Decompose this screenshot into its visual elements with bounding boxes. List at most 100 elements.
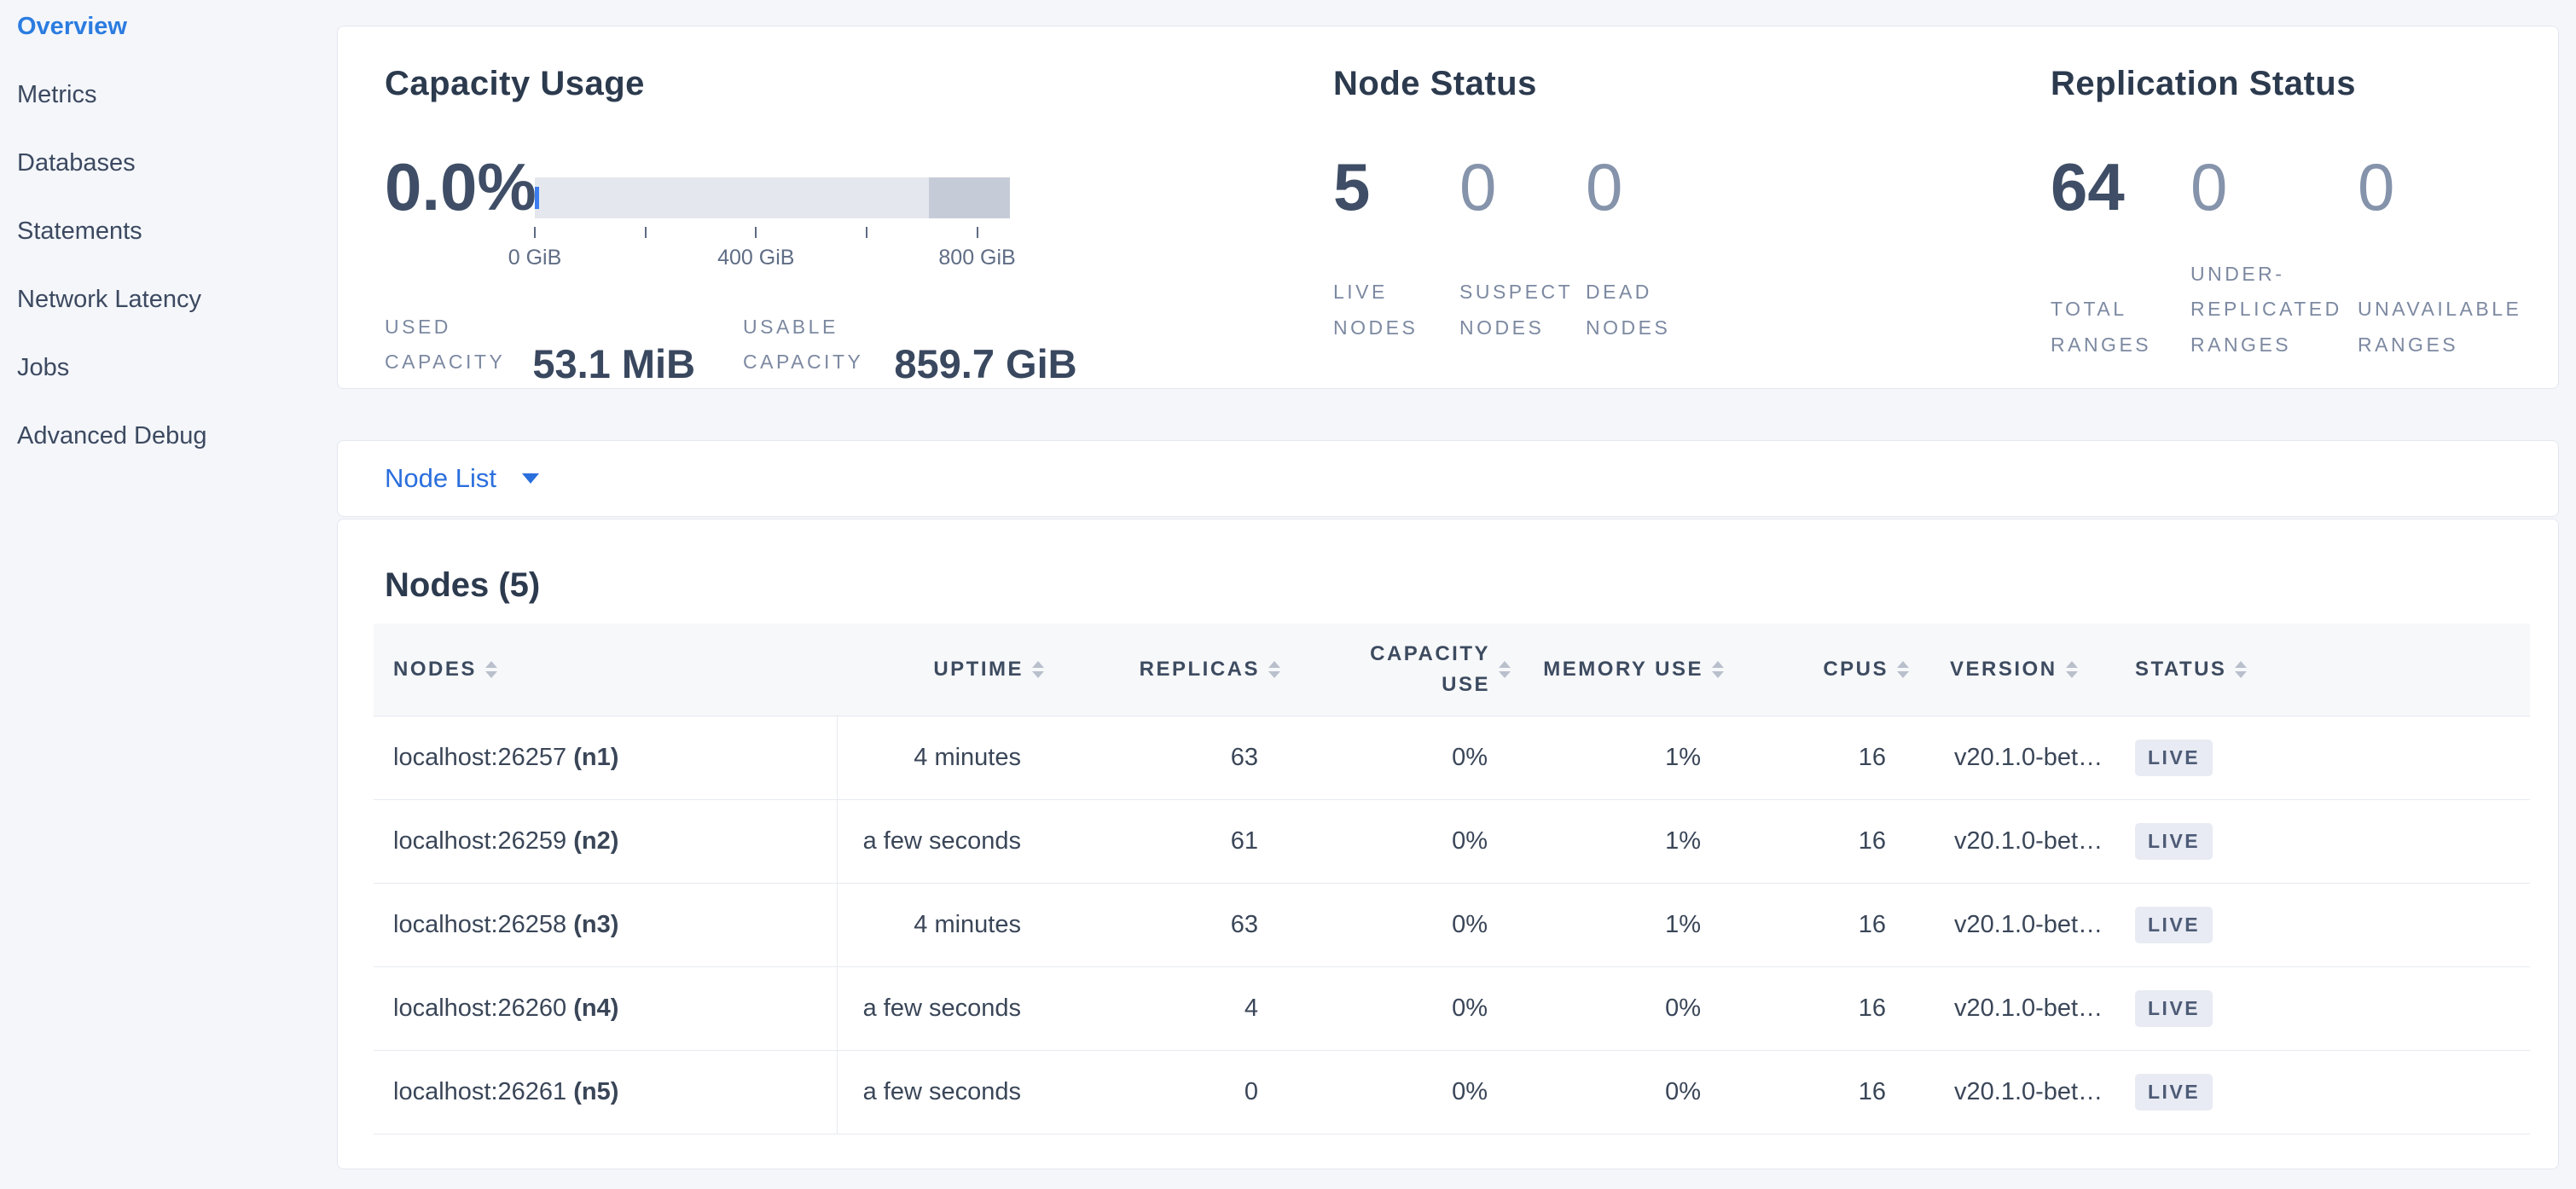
total-ranges-label: TOTAL RANGES [2051,292,2190,362]
replication-status-numbers: 64 0 0 [2051,154,2394,220]
sidebar-nav-list: Overview Metrics Databases Statements Ne… [0,0,337,470]
cpus-cell: 16 [1767,1050,1929,1134]
replicas-cell: 63 [1046,883,1280,967]
column-header-cpus[interactable]: CPUS [1767,624,1929,716]
used-capacity-label-line2: CAPACITY [385,351,506,374]
suspect-nodes-label-line2: NODES [1459,316,1545,339]
live-nodes-label: LIVE NODES [1333,275,1459,345]
sidebar-item-databases[interactable]: Databases [17,148,136,177]
uptime-cell: a few seconds [837,799,1046,884]
under-replicated-ranges-label: UNDER- REPLICATED RANGES [2190,257,2358,362]
sort-icon [1268,660,1280,678]
live-nodes-count: 5 [1333,149,1371,224]
column-header-capacity-use[interactable]: CAPACITY USE [1280,624,1511,716]
version-cell: v20.1.0-bet… [1929,799,2116,884]
node-address-link[interactable]: localhost:26259 (n2) [393,826,619,855]
version-cell: v20.1.0-bet… [1929,1050,2116,1134]
memory-use-cell: 0% [1511,1050,1767,1134]
nodes-table-card: Nodes (5) NODES UPTIME REPLICA [337,519,2559,1169]
capacity-usage-title: Capacity Usage [385,65,645,102]
node-address-link[interactable]: localhost:26260 (n4) [393,994,619,1022]
sidebar-item-overview[interactable]: Overview [17,12,127,40]
node-status-numbers: 5 0 0 [1333,154,1622,220]
column-header-memory-use[interactable]: MEMORY USE [1511,624,1767,716]
node-row-n2: localhost:26259 (n2) a few seconds 61 0%… [374,799,2530,884]
sidebar-item-metrics[interactable]: Metrics [17,80,97,108]
column-header-status[interactable]: STATUS [2116,624,2530,716]
cluster-summary-card: Capacity Usage 0.0% 0 GiB 400 GiB 800 GiB … [337,26,2559,389]
column-header-capacity-use-label: CAPACITY USE [1370,641,1490,696]
node-address-link[interactable]: localhost:26261 (n5) [393,1077,619,1105]
dead-nodes-label-line1: DEAD [1586,281,1652,304]
node-row-n1: localhost:26257 (n1) 4 minutes 63 0% 1% … [374,716,2530,800]
column-header-version[interactable]: VERSION [1929,624,2116,716]
column-header-replicas[interactable]: REPLICAS [1046,624,1280,716]
column-header-uptime[interactable]: UPTIME [837,624,1046,716]
node-row-n4: localhost:26260 (n4) a few seconds 4 0% … [374,966,2530,1051]
suspect-nodes-count: 0 [1459,149,1497,224]
replicas-cell: 63 [1046,716,1280,800]
sidebar-item-statements[interactable]: Statements [17,217,142,245]
dead-nodes-count: 0 [1586,149,1623,224]
unavailable-ranges-label: UNAVAILABLE RANGES [2358,292,2521,362]
replicas-cell: 0 [1046,1050,1280,1134]
status-badge: LIVE [2135,989,2213,1027]
node-list-dropdown[interactable]: Node List [385,463,539,494]
node-status-section: Node Status 5 0 0 LIVE NODES SUSPECT NOD… [1333,65,1700,355]
replicas-cell: 4 [1046,966,1280,1051]
node-address-link[interactable]: localhost:26258 (n3) [393,910,619,938]
axis-tick [644,227,647,238]
sort-icon [1499,660,1511,678]
sort-icon [1032,660,1044,678]
sort-icon [2235,660,2248,678]
node-row-n3: localhost:26258 (n3) 4 minutes 63 0% 1% … [374,883,2530,967]
under-replicated-ranges-count: 0 [2190,149,2228,224]
capacity-use-cell: 0% [1280,883,1511,967]
used-capacity-value: 53.1 MiB [532,340,696,386]
under-replicated-ranges-label-line1: UNDER- [2190,263,2285,285]
live-nodes-label-line2: NODES [1333,316,1419,339]
uptime-cell: a few seconds [837,966,1046,1051]
sidebar-item-network-latency[interactable]: Network Latency [17,285,201,313]
capacity-bar-used [535,187,539,209]
cpus-cell: 16 [1767,799,1929,884]
replication-status-title: Replication Status [2051,65,2356,102]
unavailable-ranges-label-line1: UNAVAILABLE [2358,298,2522,321]
memory-use-cell: 1% [1511,716,1767,800]
node-status-labels: LIVE NODES SUSPECT NODES DEAD NODES [1333,257,1670,345]
sort-icon [484,660,497,678]
node-list-dropdown-label: Node List [385,463,496,493]
sidebar-item-advanced-debug[interactable]: Advanced Debug [17,421,207,450]
dead-nodes-label-line2: NODES [1586,316,1671,339]
sort-icon [1897,660,1909,678]
axis-tick [865,227,867,238]
nodes-table: NODES UPTIME REPLICAS CAPACITY USE [374,624,2530,1134]
capacity-axis-ticks [534,227,1010,239]
axis-tick [755,227,757,238]
column-header-status-label: STATUS [2135,657,2227,681]
column-header-version-label: VERSION [1950,657,2057,681]
table-header-row: NODES UPTIME REPLICAS CAPACITY USE [374,624,2530,716]
suspect-nodes-label-line1: SUSPECT [1459,281,1574,304]
view-selector-card: Node List [337,440,2559,517]
axis-tick [534,227,536,238]
axis-tick [976,227,978,238]
column-header-nodes[interactable]: NODES [374,624,837,716]
column-header-replicas-label: REPLICAS [1139,657,1260,681]
node-address-link[interactable]: localhost:26257 (n1) [393,743,619,771]
sidebar-item-jobs[interactable]: Jobs [17,353,70,381]
capacity-axis-labels: 0 GiB 400 GiB 800 GiB [508,246,1016,271]
usable-capacity-label-line1: USABLE [743,316,838,338]
memory-use-cell: 1% [1511,883,1767,967]
under-replicated-ranges-label-line3: RANGES [2190,333,2292,356]
usable-capacity-label-line2: CAPACITY [743,351,864,374]
suspect-nodes-label: SUSPECT NODES [1459,275,1586,345]
status-badge: LIVE [2135,1073,2213,1111]
column-header-nodes-label: NODES [393,657,477,681]
total-ranges-count: 64 [2051,149,2125,224]
node-row-n5: localhost:26261 (n5) a few seconds 0 0% … [374,1050,2530,1134]
usable-capacity-label: USABLE CAPACITY [743,310,863,380]
version-cell: v20.1.0-bet… [1929,716,2116,800]
total-ranges-label-line1: TOTAL [2051,298,2127,321]
axis-tick-label: 0 GiB [508,246,562,270]
